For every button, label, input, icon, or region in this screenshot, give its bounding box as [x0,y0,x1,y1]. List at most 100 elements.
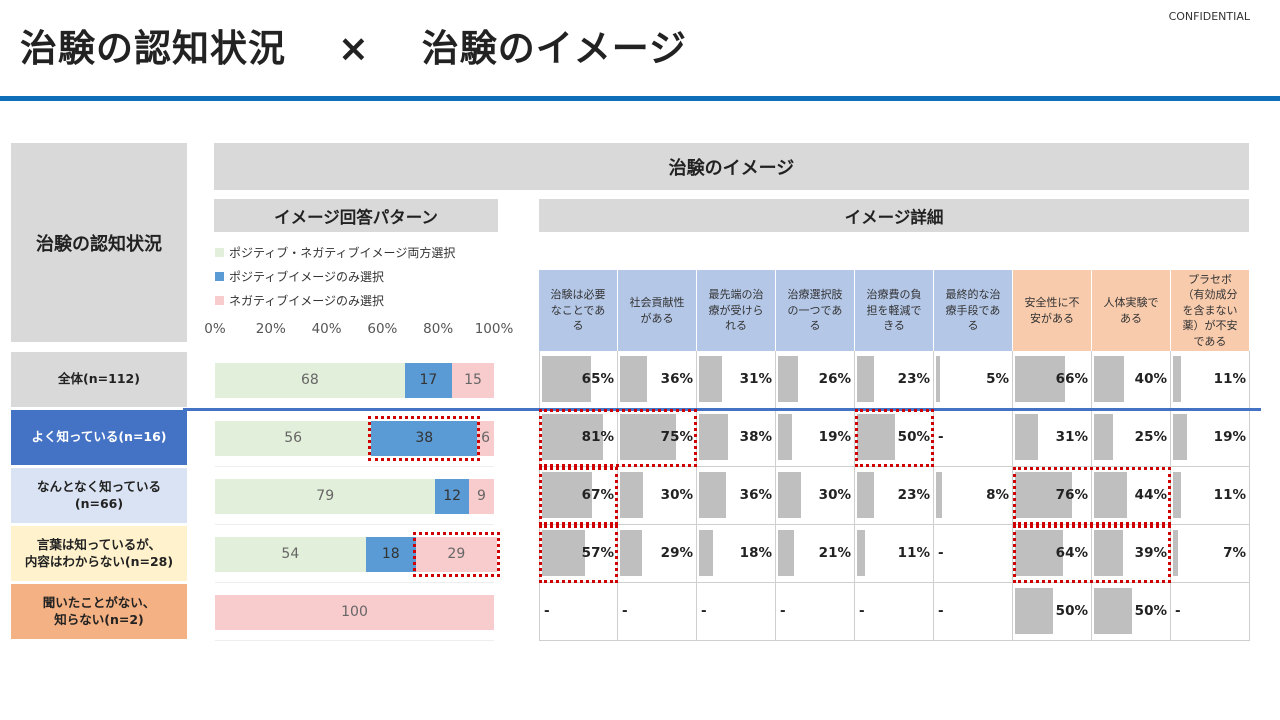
value-bar [857,414,895,460]
value-bar [542,530,585,576]
bar-segment: 6 [477,420,494,456]
table-cell: 31% [697,351,776,409]
value-bar [1173,530,1179,576]
table-cell: 19% [776,409,855,467]
row-label: なんとなく知っている (n=66) [11,468,187,523]
image-header: 治験のイメージ [214,143,1249,190]
awareness-header: 治験の認知状況 [11,143,187,342]
value-bar [857,530,866,576]
column-header: 人体実験で ある [1092,270,1171,351]
pattern-header: イメージ回答パターン [214,199,498,232]
table-cell: 21% [776,525,855,583]
value-bar [1094,588,1132,634]
table-cell: 23% [855,467,934,525]
value-label: 25% [1134,429,1167,445]
value-bar [1094,356,1124,402]
column-header: 治療選択肢 の一つであ る [776,270,855,351]
value-label: 29% [660,545,693,561]
table-cell: 64% [1013,525,1092,583]
table-cell: 76% [1013,467,1092,525]
value-label: 36% [660,371,693,387]
value-bar [1015,472,1072,518]
empty-value: - [780,603,786,619]
table-cell: 67% [539,467,618,525]
table-cell: 11% [1171,351,1250,409]
bar-row-guide [215,524,494,525]
value-bar [1173,356,1182,402]
legend-swatch [215,272,224,281]
value-label: 7% [1223,545,1246,561]
table-cell: 39% [1092,525,1171,583]
empty-value: - [859,603,865,619]
title-divider [0,96,1280,101]
value-label: 66% [1055,371,1088,387]
value-bar [542,356,591,402]
value-label: 50% [897,429,930,445]
value-label: 64% [1055,545,1088,561]
value-bar [1173,472,1182,518]
table-cell: 23% [855,351,934,409]
table-cell: - [934,583,1013,641]
value-bar [620,472,643,518]
table-cell: 18% [697,525,776,583]
value-bar [936,472,942,518]
value-bar [542,414,603,460]
table-cell: 75% [618,409,697,467]
bar-segment: 68 [215,362,405,398]
bar-row-guide [215,582,494,583]
legend-item: ネガティブイメージのみ選択 [215,292,384,309]
value-label: 40% [1134,371,1167,387]
bar-segment: 100 [215,594,494,630]
column-header: 安全性に不 安がある [1013,270,1092,351]
value-label: 75% [660,429,693,445]
value-bar [1173,414,1188,460]
bar-segment: 79 [215,478,436,514]
table-cell: 36% [618,351,697,409]
value-label: 31% [739,371,772,387]
empty-value: - [622,603,628,619]
value-bar [778,530,794,576]
table-cell: 81% [539,409,618,467]
table-cell: 26% [776,351,855,409]
value-bar [857,472,875,518]
axis-tick-label: 20% [255,321,286,337]
value-label: 44% [1134,487,1167,503]
table-cell: 29% [618,525,697,583]
value-label: 57% [581,545,614,561]
legend-label: ポジティブイメージのみ選択 [229,270,385,284]
value-label: 11% [897,545,930,561]
table-cell: 57% [539,525,618,583]
bar-row-guide [215,466,494,467]
table-cell: - [1171,583,1250,641]
axis-tick-label: 100% [474,321,514,337]
confidential-label: CONFIDENTIAL [1168,10,1250,23]
table-cell: 11% [855,525,934,583]
bar-row-guide [215,640,494,641]
value-bar [857,356,875,402]
value-bar [699,472,726,518]
value-bar [1094,414,1113,460]
value-label: 67% [581,487,614,503]
column-header: 社会貢献性 がある [618,270,697,351]
value-bar [936,356,940,402]
value-label: 18% [739,545,772,561]
row-label: 聞いたことがない、 知らない(n=2) [11,584,187,639]
axis-tick-label: 80% [423,321,454,337]
value-label: 19% [1213,429,1246,445]
legend-swatch [215,296,224,305]
table-cell: 31% [1013,409,1092,467]
table-cell: 8% [934,467,1013,525]
table-cell: 5% [934,351,1013,409]
table-cell: 65% [539,351,618,409]
page-title: 治験の認知状況 × 治験のイメージ [20,27,688,70]
separator-line [183,408,1261,411]
legend-label: ポジティブ・ネガティブイメージ両方選択 [229,246,456,260]
legend-item: ポジティブイメージのみ選択 [215,268,384,285]
legend-label: ネガティブイメージのみ選択 [229,294,385,308]
axis-tick-label: 60% [367,321,398,337]
value-bar [1015,530,1063,576]
table-cell: 36% [697,467,776,525]
table-cell: 50% [1013,583,1092,641]
table-cell: - [539,583,618,641]
bar-segment: 9 [468,478,494,514]
